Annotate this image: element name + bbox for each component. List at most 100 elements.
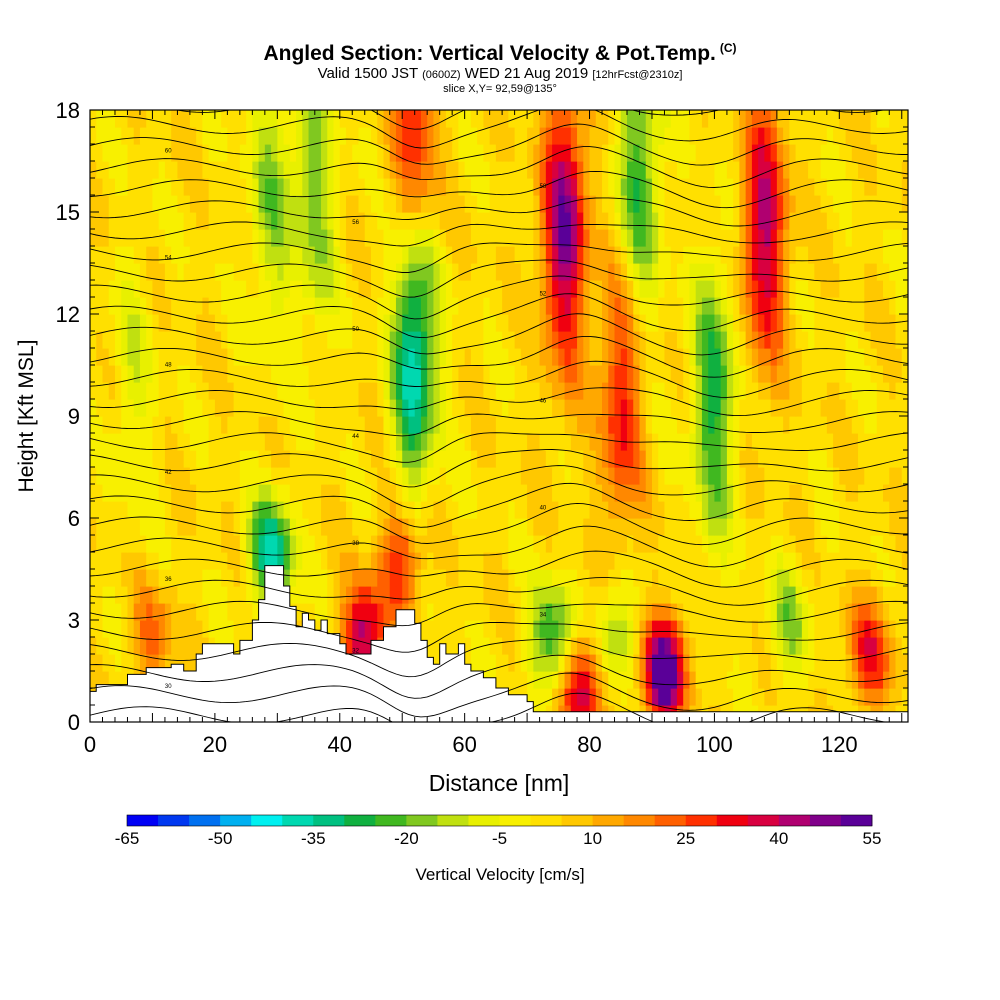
velocity-cell (146, 552, 154, 570)
velocity-cell (758, 501, 765, 519)
velocity-cell (364, 297, 372, 315)
velocity-cell (726, 382, 734, 400)
velocity-cell (833, 603, 840, 621)
velocity-cell (252, 110, 260, 128)
velocity-cell (414, 110, 422, 128)
velocity-cell (602, 518, 609, 536)
velocity-cell (845, 212, 853, 230)
velocity-cell (876, 535, 884, 553)
velocity-cell (527, 331, 534, 349)
velocity-cell (533, 501, 541, 519)
velocity-cell (695, 569, 703, 587)
velocity-cell (783, 518, 790, 536)
velocity-cell (427, 348, 435, 366)
velocity-cell (489, 178, 497, 196)
velocity-cell (339, 161, 347, 179)
velocity-cell (826, 127, 834, 145)
velocity-cell (227, 586, 235, 604)
velocity-cell (758, 569, 765, 587)
velocity-cell (321, 433, 328, 451)
velocity-cell (708, 620, 716, 638)
velocity-cell (102, 110, 110, 128)
velocity-cell (901, 637, 908, 655)
velocity-cell (814, 586, 822, 604)
velocity-cell (633, 280, 641, 298)
velocity-cell (96, 467, 104, 485)
velocity-cell (570, 178, 578, 196)
velocity-cell (833, 501, 840, 519)
velocity-cell (889, 603, 897, 621)
velocity-cell (826, 178, 834, 196)
velocity-cell (839, 671, 847, 689)
velocity-cell (720, 365, 728, 383)
velocity-cell (90, 161, 97, 179)
velocity-cell (277, 212, 285, 230)
velocity-cell (583, 620, 591, 638)
velocity-cell (121, 671, 129, 689)
velocity-cell (664, 399, 672, 417)
velocity-cell (670, 603, 678, 621)
velocity-cell (620, 603, 628, 621)
velocity-cell (271, 501, 278, 519)
velocity-cell (452, 501, 460, 519)
velocity-cell (845, 280, 853, 298)
velocity-cell (645, 348, 653, 366)
velocity-cell (133, 552, 141, 570)
velocity-cell (558, 263, 566, 281)
velocity-cell (264, 518, 272, 536)
velocity-cell (321, 365, 328, 383)
velocity-cell (277, 484, 285, 502)
velocity-cell (302, 161, 310, 179)
velocity-cell (720, 620, 728, 638)
velocity-cell (464, 501, 472, 519)
velocity-cell (614, 110, 622, 128)
velocity-cell (689, 127, 697, 145)
velocity-cell (676, 450, 684, 468)
velocity-cell (733, 518, 740, 536)
velocity-cell (583, 127, 591, 145)
velocity-cell (258, 263, 266, 281)
velocity-cell (96, 331, 104, 349)
velocity-cell (639, 144, 647, 162)
velocity-cell (483, 178, 491, 196)
velocity-cell (770, 382, 778, 400)
velocity-cell (564, 671, 572, 689)
velocity-cell (114, 671, 122, 689)
velocity-cell (489, 535, 497, 553)
velocity-cell (751, 212, 759, 230)
velocity-cell (321, 178, 328, 196)
velocity-cell (258, 535, 266, 553)
velocity-cell (826, 348, 834, 366)
velocity-cell (164, 161, 172, 179)
velocity-cell (452, 637, 460, 655)
velocity-cell (214, 586, 222, 604)
velocity-cell (239, 501, 247, 519)
velocity-cell (714, 501, 722, 519)
velocity-cell (739, 127, 747, 145)
velocity-cell (602, 195, 609, 213)
velocity-cell (389, 348, 397, 366)
velocity-cell (414, 382, 422, 400)
velocity-cell (695, 382, 703, 400)
velocity-cell (402, 552, 410, 570)
velocity-cell (720, 586, 728, 604)
velocity-cell (246, 297, 253, 315)
velocity-cell (495, 263, 503, 281)
velocity-cell (502, 365, 509, 383)
velocity-cell (183, 297, 191, 315)
velocity-cell (701, 229, 709, 247)
velocity-cell (651, 603, 659, 621)
velocity-cell (96, 484, 104, 502)
velocity-cell (670, 297, 678, 315)
velocity-cell (695, 331, 703, 349)
velocity-cell (102, 212, 110, 230)
velocity-cell (651, 416, 659, 434)
velocity-cell (189, 467, 197, 485)
velocity-cell (833, 399, 840, 417)
forecast-info: [12hrFcst@2310z] (592, 69, 683, 81)
velocity-cell (221, 603, 228, 621)
velocity-cell (252, 178, 260, 196)
velocity-cell (289, 467, 297, 485)
velocity-cell (583, 297, 591, 315)
velocity-cell (439, 586, 447, 604)
